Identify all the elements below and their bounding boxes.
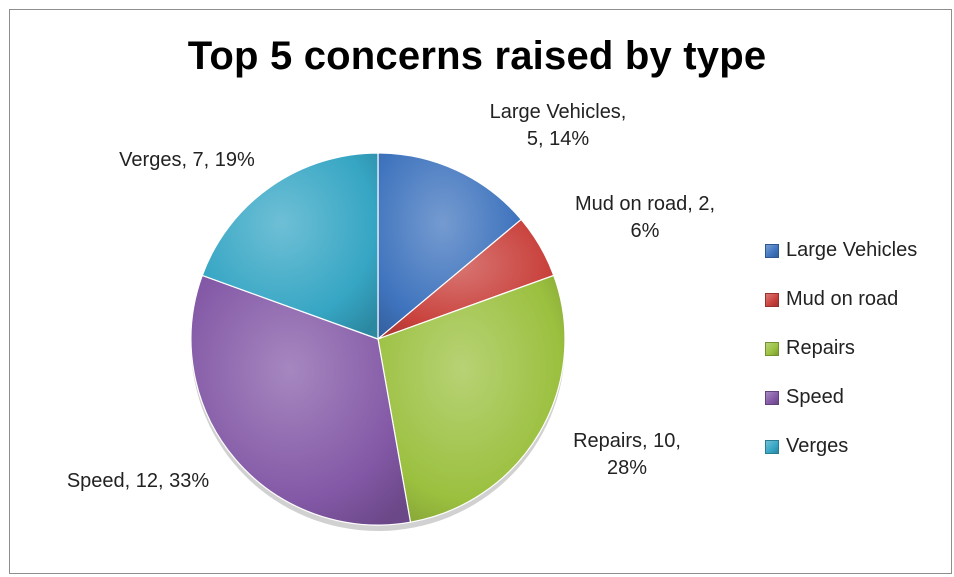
legend-label: Verges — [786, 435, 849, 457]
data-label-speed: Speed, 12, 33% — [48, 468, 228, 495]
legend-item-speed: Speed — [765, 373, 917, 422]
pie-slice-repairs — [377, 274, 566, 523]
data-label-line: Large Vehicles, — [489, 101, 627, 123]
chart-legend: Large Vehicles Mud on road Repairs Speed Ver… — [765, 226, 917, 471]
data-label-repairs: Repairs, 10, 28% — [552, 428, 702, 482]
legend-swatch — [765, 439, 779, 454]
data-label-line: Repairs, 10, — [573, 430, 681, 452]
legend-swatch — [765, 292, 779, 307]
data-label-line: Verges, 7, 19% — [119, 149, 255, 171]
legend-item-verges: Verges — [765, 422, 917, 471]
data-label-line: 6% — [630, 220, 660, 242]
legend-item-large-vehicles: Large Vehicles — [765, 226, 917, 275]
chart-title: Top 5 concerns raised by type — [187, 34, 767, 78]
pie-slice-large-vehicles — [377, 152, 522, 340]
pie-slice-speed — [190, 274, 412, 526]
legend-item-repairs: Repairs — [765, 324, 917, 373]
legend-label: Large Vehicles — [786, 239, 918, 261]
data-label-line: 5, 14% — [526, 128, 590, 150]
legend-label: Speed — [786, 386, 844, 408]
legend-swatch — [765, 243, 779, 258]
data-label-mud-on-road: Mud on road, 2, 6% — [552, 191, 738, 245]
legend-swatch — [765, 341, 779, 356]
data-label-line: 28% — [606, 457, 648, 479]
data-label-line: Mud on road, 2, — [574, 193, 716, 215]
data-label-verges: Verges, 7, 19% — [92, 147, 282, 174]
legend-item-mud-on-road: Mud on road — [765, 275, 917, 324]
pie-slice-verges — [201, 152, 379, 340]
data-label-large-vehicles: Large Vehicles, 5, 14% — [468, 99, 648, 153]
data-label-line: Speed, 12, 33% — [66, 470, 210, 492]
legend-label: Mud on road — [786, 288, 899, 310]
legend-label: Repairs — [786, 337, 855, 359]
legend-swatch — [765, 390, 779, 405]
